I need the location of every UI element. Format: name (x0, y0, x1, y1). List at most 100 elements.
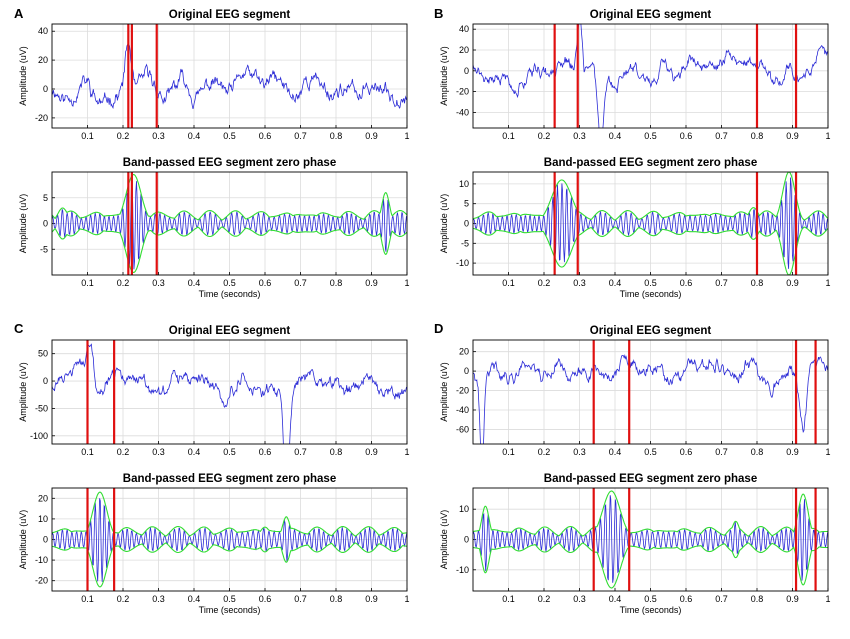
panel-a-bandpass-y-axis-label: Amplitude (uV) (18, 194, 28, 254)
panel-b-bandpass-trace (473, 177, 828, 269)
panel-b-raw-markers (553, 24, 798, 128)
x-tick-label: 0.9 (786, 278, 799, 288)
x-tick-label: 0.8 (330, 594, 343, 604)
x-tick-label: 0.7 (715, 131, 728, 141)
panel-d-raw-trace (473, 353, 828, 444)
y-tick-label: 0 (43, 84, 48, 94)
x-tick-label: 0.9 (365, 594, 378, 604)
panel-d-bandpass-y-axis-label: Amplitude (uV) (439, 510, 449, 570)
panel-c-bandpass-plot: 0.1 0.2 0.3 0.4 0.5 0.6 0.7 0.8 0.9 1 -20 -10 0 10 20 B… (18, 473, 410, 615)
panel-d-bandpass-trace (473, 495, 828, 583)
panel-a-bandpass-x-axis-label: Time (seconds) (199, 289, 261, 299)
x-tick-label: 0.1 (81, 594, 94, 604)
panel-a-bandpass-envelope-upper (52, 174, 407, 221)
x-tick-label: 0.9 (365, 447, 378, 457)
y-tick-label: -100 (30, 431, 48, 441)
x-tick-label: 0.2 (538, 278, 551, 288)
x-tick-label: 0.4 (188, 594, 201, 604)
x-tick-label: 0.7 (294, 278, 307, 288)
panel-c-bandpass-frame (51, 487, 408, 592)
panel-b-raw-title: Original EEG segment (590, 9, 712, 21)
y-tick-label: 20 (459, 347, 469, 357)
x-tick-label: 0.2 (117, 594, 130, 604)
panel-b: B 0.1 0.2 0.3 0.4 0.5 0.6 0.7 0.8 0.9 1 -40 -20 0 20 40… (434, 6, 831, 299)
panel-b-bandpass-envelope-lower (473, 226, 828, 275)
x-tick-label: 0.3 (152, 594, 165, 604)
panel-c-raw-plot: 0.1 0.2 0.3 0.4 0.5 0.6 0.7 0.8 0.9 1 -100 -50 0 50 Or… (18, 325, 410, 457)
panel-label: B (434, 6, 443, 21)
x-tick-label: 0.9 (365, 131, 378, 141)
y-tick-label: -40 (456, 405, 469, 415)
x-tick-label: 0.3 (152, 278, 165, 288)
x-tick-label: 0.1 (81, 447, 94, 457)
x-tick-label: 0.5 (223, 131, 236, 141)
panel-d-raw-title: Original EEG segment (590, 325, 712, 337)
y-tick-label: -20 (456, 386, 469, 396)
y-tick-label: -10 (35, 555, 48, 565)
panel-label: C (14, 321, 24, 336)
panel-c-bandpass-markers (86, 488, 116, 591)
panel-b-raw-grid (473, 24, 829, 128)
panel-b-raw-plot: 0.1 0.2 0.3 0.4 0.5 0.6 0.7 0.8 0.9 1 -40 -20 0 20 40 O… (439, 9, 831, 141)
panel-d-raw-grid (473, 340, 829, 444)
x-tick-label: 0.1 (81, 131, 94, 141)
panel-b-bandpass-plot: 0.1 0.2 0.3 0.4 0.5 0.6 0.7 0.8 0.9 1 -10 -5 0 5 10 Ban… (439, 157, 831, 299)
panel-d-raw-plot: 0.1 0.2 0.3 0.4 0.5 0.6 0.7 0.8 0.9 1 -60 -40 -20 0 20… (439, 325, 831, 457)
panel-a-bandpass-title: Band-passed EEG segment zero phase (123, 157, 336, 169)
panel-d-raw-y-axis-label: Amplitude (uV) (439, 362, 449, 422)
x-tick-label: 0.1 (502, 447, 515, 457)
x-tick-label: 1 (825, 278, 830, 288)
y-tick-label: 0 (464, 366, 469, 376)
y-tick-label: -50 (35, 403, 48, 413)
x-tick-label: 0.3 (573, 278, 586, 288)
x-tick-label: 0.5 (644, 447, 657, 457)
x-tick-label: 0.7 (294, 131, 307, 141)
x-tick-label: 0.1 (81, 278, 94, 288)
y-tick-label: 20 (459, 45, 469, 55)
x-tick-label: 1 (825, 131, 830, 141)
panel-b-bandpass-title: Band-passed EEG segment zero phase (544, 157, 757, 169)
panel-a-raw-grid (52, 24, 408, 128)
x-tick-label: 0.3 (573, 447, 586, 457)
panel-c-bandpass-trace (52, 498, 407, 582)
panel-d-bandpass-plot: 0.1 0.2 0.3 0.4 0.5 0.6 0.7 0.8 0.9 1 -10 0 10 Band-p… (439, 473, 831, 615)
x-tick-label: 0.4 (188, 278, 201, 288)
y-tick-label: 50 (38, 349, 48, 359)
x-tick-label: 0.2 (538, 594, 551, 604)
y-tick-label: 10 (38, 514, 48, 524)
panel-c-raw-title: Original EEG segment (169, 325, 291, 337)
y-tick-label: 0 (464, 66, 469, 76)
panel-c-raw-markers (86, 340, 116, 444)
y-tick-label: -10 (456, 565, 469, 575)
y-tick-label: -5 (461, 238, 469, 248)
panel-a-bandpass-frame (51, 171, 408, 276)
x-tick-label: 0.2 (117, 131, 130, 141)
x-tick-label: 0.6 (259, 594, 272, 604)
x-tick-label: 0.6 (259, 278, 272, 288)
x-tick-label: 1 (404, 131, 409, 141)
x-tick-label: 0.7 (715, 594, 728, 604)
y-tick-label: 10 (459, 504, 469, 514)
x-tick-label: 0.4 (609, 447, 622, 457)
panel-b-bandpass-markers (553, 172, 798, 275)
x-tick-label: 0.8 (751, 131, 764, 141)
y-tick-label: 20 (38, 493, 48, 503)
x-tick-label: 0.8 (751, 278, 764, 288)
panel-a-raw-plot: 0.1 0.2 0.3 0.4 0.5 0.6 0.7 0.8 0.9 1 -20 0 20 40 Orig… (18, 9, 410, 141)
x-tick-label: 0.8 (330, 278, 343, 288)
panel-b-bandpass-x-axis-label: Time (seconds) (620, 289, 682, 299)
x-tick-label: 0.4 (188, 447, 201, 457)
panel-c-raw-trace (52, 343, 407, 444)
x-tick-label: 0.4 (188, 131, 201, 141)
y-tick-label: 0 (43, 219, 48, 229)
panel-label: A (14, 6, 24, 21)
x-tick-label: 0.9 (786, 447, 799, 457)
panel-c-raw-frame (51, 339, 408, 445)
x-tick-label: 0.7 (294, 447, 307, 457)
x-tick-label: 0.2 (538, 447, 551, 457)
y-tick-label: 20 (38, 55, 48, 65)
y-tick-label: 0 (43, 376, 48, 386)
x-tick-label: 1 (825, 447, 830, 457)
panel-b-bandpass-y-axis-label: Amplitude (uV) (439, 194, 449, 254)
